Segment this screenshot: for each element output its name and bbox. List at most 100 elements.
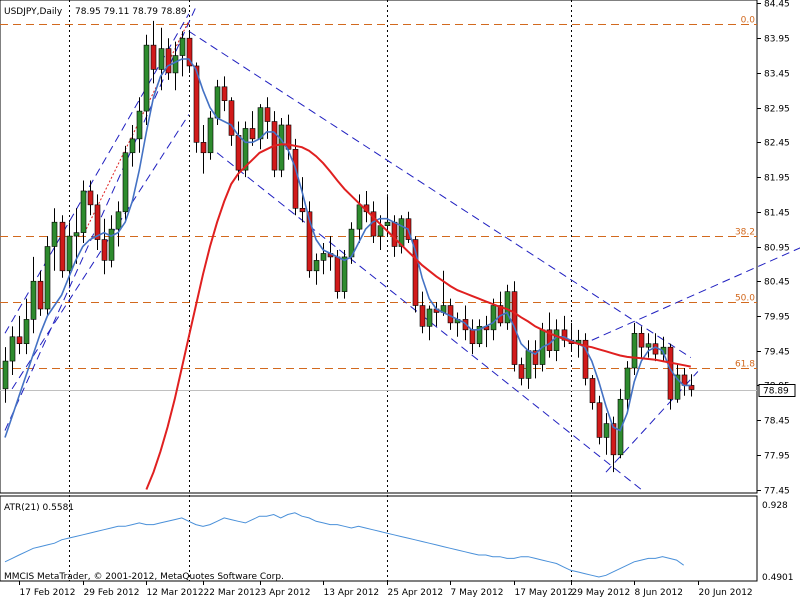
atr-min-label: 0.4901 — [762, 573, 794, 583]
trend-line-3 — [188, 30, 692, 359]
candle-22 — [158, 27, 165, 91]
price-tick-3: 82.95 — [764, 105, 790, 115]
candle-29 — [207, 111, 214, 160]
candle-42 — [299, 177, 306, 223]
date-tick-1: 29 Feb 2012 — [84, 588, 140, 598]
atr-title: ATR(21) 0.5581 — [4, 503, 74, 513]
candle-21 — [150, 20, 157, 84]
candle-0 — [2, 347, 9, 403]
candle-8 — [59, 215, 66, 278]
candle-12 — [87, 180, 94, 216]
candle-83 — [589, 374, 596, 410]
candle-90 — [638, 326, 645, 358]
date-tick-5: 13 Apr 2012 — [324, 588, 380, 598]
candle-95 — [674, 364, 681, 403]
atr-line — [4, 512, 684, 578]
candle-28 — [200, 124, 207, 174]
candle-67 — [476, 319, 483, 348]
candle-86 — [610, 416, 617, 473]
candle-87 — [617, 388, 624, 459]
price-tick-10: 79.45 — [764, 348, 790, 358]
price-tick-14: 77.45 — [764, 487, 790, 497]
copyright-footer: MMCIS MetaTrader, © 2001-2012, MetaQuote… — [4, 572, 284, 582]
candle-84 — [596, 395, 603, 445]
candle-89 — [631, 322, 638, 375]
fib-label-1: 38.2 — [735, 228, 755, 238]
candle-69 — [490, 298, 497, 341]
ohlc-readout: 78.95 79.11 78.79 78.89 — [75, 7, 187, 17]
candle-15 — [108, 215, 115, 268]
price-tick-9: 79.95 — [764, 313, 790, 323]
price-tick-8: 80.45 — [764, 278, 790, 288]
price-tick-1: 83.95 — [764, 35, 790, 45]
candle-3 — [23, 298, 30, 355]
candle-59 — [419, 291, 426, 334]
period-separators — [69, 0, 572, 581]
date-tick-10: 8 Jun 2012 — [635, 588, 683, 598]
candle-85 — [603, 413, 610, 455]
candle-4 — [30, 256, 37, 334]
candle-48 — [341, 249, 348, 299]
trend-line-6 — [591, 247, 800, 341]
candle-91 — [645, 333, 652, 358]
date-tick-6: 25 Apr 2012 — [388, 588, 444, 598]
date-tick-7: 7 May 2012 — [451, 588, 504, 598]
candle-13 — [94, 194, 101, 250]
candle-20 — [143, 34, 150, 125]
candle-6 — [44, 236, 51, 316]
price-tick-4: 82.45 — [764, 139, 790, 149]
candle-16 — [115, 201, 122, 247]
price-tick-7: 80.95 — [764, 244, 790, 254]
fib-label-3: 61.8 — [735, 360, 755, 370]
candle-27 — [193, 62, 200, 153]
atr-window-frame — [0, 495, 758, 582]
candle-97 — [688, 374, 695, 397]
candle-18 — [129, 124, 136, 167]
candle-43 — [306, 201, 313, 278]
candle-60 — [426, 305, 433, 341]
price-tick-2: 83.45 — [764, 70, 790, 80]
date-tick-2: 12 Mar 2012 — [147, 588, 204, 598]
candle-14 — [101, 218, 108, 275]
candle-5 — [37, 270, 44, 316]
date-tick-3: 22 Mar 2012 — [204, 588, 261, 598]
candle-54 — [384, 194, 391, 237]
candle-32 — [228, 97, 235, 146]
trend-line-2 — [11, 114, 190, 390]
symbol-title: USDJPY,Daily — [4, 7, 63, 17]
main-chart-frame — [0, 0, 758, 494]
date-axis: 17 Feb 2012 29 Feb 2012 12 Mar 2012 22 Mar … — [19, 581, 753, 598]
candle-25 — [179, 31, 186, 77]
date-tick-4: 3 Apr 2012 — [261, 588, 311, 598]
candle-73 — [518, 357, 525, 386]
candle-39 — [278, 118, 285, 178]
date-tick-0: 17 Feb 2012 — [20, 588, 76, 598]
trend-line-5 — [605, 371, 699, 473]
candle-2 — [16, 315, 23, 355]
slow-ma-line — [145, 143, 691, 490]
date-tick-8: 17 May 2012 — [515, 588, 574, 598]
candle-45 — [320, 243, 327, 275]
candle-17 — [122, 145, 129, 223]
fib-label-2: 50.0 — [735, 294, 755, 304]
candle-71 — [504, 284, 511, 330]
candle-26 — [186, 31, 193, 73]
candle-10 — [73, 208, 80, 264]
date-tick-11: 20 Jun 2012 — [699, 588, 753, 598]
current-price-marker: 78.89 — [758, 384, 796, 397]
candle-44 — [313, 253, 320, 285]
price-tick-12: 78.45 — [764, 417, 790, 427]
candle-19 — [136, 97, 143, 153]
candle-7 — [51, 208, 58, 271]
candle-56 — [398, 215, 405, 254]
trend-lines — [4, 6, 800, 490]
price-tick-0: 84.45 — [764, 0, 790, 10]
candle-1 — [9, 326, 16, 375]
candle-75 — [532, 340, 539, 379]
fibonacci-retracement: 0.0 38.2 50.0 61.8 — [0, 16, 757, 370]
candle-82 — [582, 333, 589, 386]
price-tick-5: 81.95 — [764, 174, 790, 184]
atr-max-label: 0.928 — [762, 501, 788, 511]
trend-line-0 — [4, 13, 190, 334]
